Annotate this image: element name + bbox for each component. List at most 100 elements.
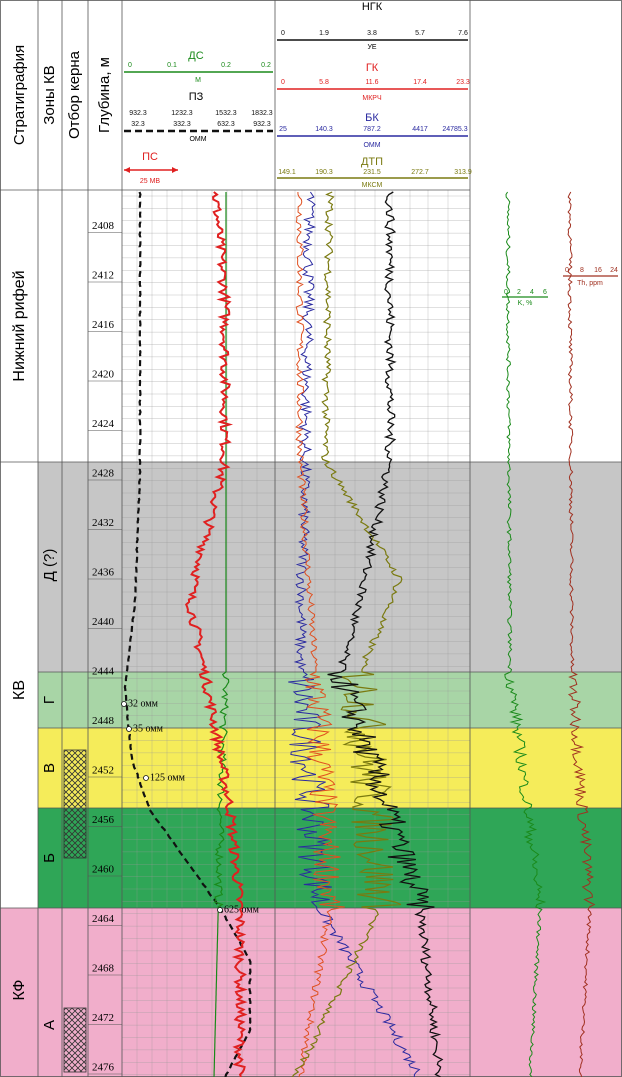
scale-label: 24 (610, 267, 618, 274)
curve-name: ДС (188, 50, 203, 62)
scale-label: 4 (530, 289, 534, 296)
depth-label: 2408 (92, 220, 115, 232)
depth-label: 2436 (92, 567, 115, 579)
scale-label: 313.9 (454, 169, 472, 176)
scale-label: 3.8 (367, 30, 377, 37)
unit: М (195, 77, 201, 84)
unit: МКРЧ (362, 95, 382, 102)
depth-label: 2448 (92, 715, 115, 727)
scale-label: 25 (279, 126, 287, 133)
scale-label: 0.2 (221, 62, 231, 69)
scale-label: 8 (580, 267, 584, 274)
curve-name: БК (365, 112, 379, 124)
curve-name: ПЗ (189, 91, 204, 103)
depth-label: 2456 (92, 814, 115, 826)
scale-label: 149.1 (278, 169, 296, 176)
depth-label: 2464 (92, 913, 115, 925)
scale-label: 2 (517, 289, 521, 296)
stratigraphy-label: Нижний рифей (11, 270, 28, 381)
scale-label: 0 (281, 79, 285, 86)
depth-label: 2452 (92, 765, 114, 777)
log-curve (185, 191, 248, 1077)
unit: ОММ (363, 142, 380, 149)
annotation-point (121, 701, 127, 707)
scale-label: 1832.3 (251, 110, 273, 117)
curves (123, 191, 596, 1077)
zone-label: Б (41, 853, 58, 863)
column-header: Глубина, м (96, 57, 113, 133)
annotation: 125 омм (150, 772, 186, 783)
curve-name: ГК (366, 62, 379, 74)
depth-label: 2476 (92, 1062, 115, 1074)
labels: 0 0.1 0.2 0.2 932.3 1232.3 1532.3 1832.3 32.3 332… (88, 30, 618, 1075)
unit: ОММ (189, 136, 206, 143)
scale-label: 11.6 (365, 79, 378, 86)
annotation: 32 омм (128, 698, 159, 709)
scale-label: 932.3 (253, 121, 271, 128)
scale-label: 0 (565, 267, 569, 274)
scale-label: 6 (543, 289, 547, 296)
grid (122, 190, 470, 1077)
scale-label: 0.1 (167, 62, 177, 69)
depth-label: 2460 (92, 864, 115, 876)
scale-label: 0.2 (261, 62, 271, 69)
scale-label: 5.8 (319, 79, 329, 86)
depth-label: 2432 (92, 517, 114, 529)
curve-name: ДТП (361, 156, 383, 168)
log-curve (567, 191, 596, 1077)
annotation-point (143, 775, 149, 781)
unit: 25 МВ (140, 178, 161, 185)
log-curve (504, 191, 547, 1077)
scale-label: 1.9 (319, 30, 329, 37)
depth-label: 2416 (92, 319, 115, 331)
scale-label: 632.3 (217, 121, 235, 128)
annotation: 35 омм (133, 723, 164, 734)
scale-label: 4417 (412, 126, 428, 133)
scale-label: 272.7 (411, 169, 429, 176)
scale-label: 32.3 (131, 121, 145, 128)
column-header: Отбор керна (66, 50, 83, 139)
scale-label: 7.6 (458, 30, 468, 37)
depth-label: 2424 (92, 418, 115, 430)
depth-label: 2428 (92, 468, 115, 480)
stratigraphy-label: КФ (11, 980, 28, 1001)
scale-label: 332.3 (173, 121, 191, 128)
zone-label: Г (41, 696, 58, 704)
depth-label: 2420 (92, 369, 115, 381)
zone-label: А (41, 1020, 58, 1030)
scale-label: 787.2 (363, 126, 381, 133)
log-curve (327, 191, 444, 1077)
curve-name: НГК (362, 1, 383, 13)
zone-label: В (41, 763, 58, 773)
unit: МКСМ (362, 182, 383, 189)
arrow (124, 167, 178, 173)
scale-label: 932.3 (129, 110, 147, 117)
annotation-point (126, 726, 132, 732)
log-curve (213, 192, 230, 1077)
annotation-point (217, 907, 223, 913)
depth-label: 2444 (92, 666, 115, 678)
column-header: Зоны КВ (41, 65, 58, 124)
column-header: Стратиграфия (11, 45, 28, 145)
scale-label: 23.3 (456, 79, 470, 86)
scale-label: 0 (504, 289, 508, 296)
scale-label: 0 (128, 62, 132, 69)
scale-label: 140.3 (315, 126, 333, 133)
depth-label: 2468 (92, 963, 115, 975)
scale-label: 0 (281, 30, 285, 37)
annotation: 625 омм (224, 904, 260, 915)
unit: УЕ (367, 44, 376, 51)
scale-label: 1532.3 (215, 110, 237, 117)
curve-name: ПС (142, 151, 158, 163)
depth-label: 2412 (92, 270, 114, 282)
log-curve (288, 191, 421, 1077)
scale-label: 190.3 (315, 169, 333, 176)
unit: Th, ppm (577, 280, 603, 287)
depth-label: 2440 (92, 616, 115, 628)
scale-label: 231.5 (363, 169, 381, 176)
depth-label: 2472 (92, 1012, 114, 1024)
scale-label: 17.4 (413, 79, 427, 86)
scale-label: 1232.3 (171, 110, 193, 117)
scale-label: 16 (594, 267, 602, 274)
